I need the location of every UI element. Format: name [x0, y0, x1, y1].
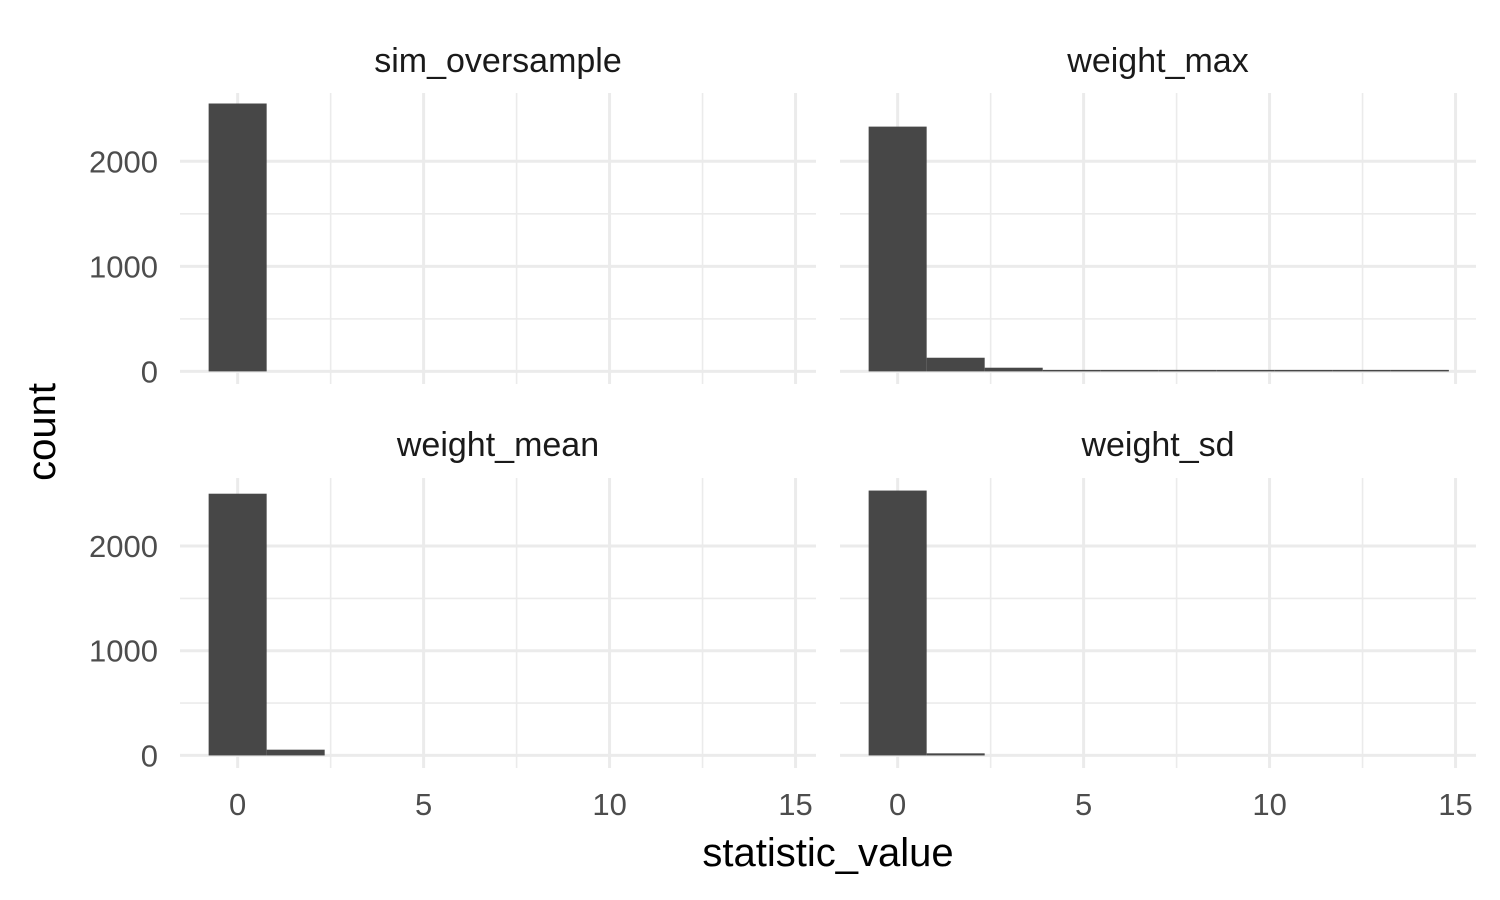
histogram-bar — [1274, 369, 1333, 372]
histogram-bar — [208, 493, 267, 756]
x-tick-label: 5 — [1075, 787, 1092, 822]
x-tick-label: 15 — [778, 787, 812, 822]
histogram-bar — [1042, 369, 1101, 372]
y-tick-label: 2000 — [89, 529, 158, 564]
facet-panel-weight_sd: weight_sd 0 5 10 15 — [840, 426, 1476, 822]
facet-title-weight_max: weight_max — [1066, 42, 1248, 80]
x-tick-label: 0 — [889, 787, 906, 822]
histogram-bar — [984, 367, 1043, 372]
facet-title-sim_oversample: sim_oversample — [374, 42, 622, 80]
histogram-bar — [1158, 369, 1217, 372]
y-tick-label: 0 — [141, 738, 158, 773]
histogram-bar — [1390, 369, 1449, 372]
x-axis-title: statistic_value — [702, 831, 953, 875]
histogram-bar — [1216, 369, 1275, 372]
y-tick-label: 1000 — [89, 634, 158, 669]
histogram-bar — [926, 753, 985, 756]
histogram-bar — [868, 490, 927, 756]
facet-panel-sim_oversample: sim_oversample 0 1000 2000 — [89, 42, 816, 389]
y-axis-title: count — [20, 383, 64, 481]
histogram-bar — [208, 103, 267, 372]
histogram-bar — [266, 749, 325, 756]
y-tick-label: 0 — [141, 354, 158, 389]
x-tick-label: 5 — [415, 787, 432, 822]
x-tick-label: 15 — [1438, 787, 1472, 822]
facet-panel-weight_max: weight_max — [840, 42, 1476, 384]
facet-title-weight_sd: weight_sd — [1080, 426, 1234, 464]
histogram-bar — [926, 357, 985, 372]
facet-panel-weight_mean: weight_mean 0 1000 2000 0 5 10 15 — [89, 426, 816, 822]
x-tick-label: 0 — [229, 787, 246, 822]
histogram-bar — [868, 126, 927, 372]
histogram-bar — [1332, 369, 1391, 372]
y-tick-label: 2000 — [89, 144, 158, 179]
y-tick-label: 1000 — [89, 249, 158, 284]
facet-title-weight_mean: weight_mean — [396, 426, 599, 464]
x-tick-label: 10 — [1252, 787, 1286, 822]
histogram-bar — [1100, 369, 1159, 372]
x-tick-label: 10 — [592, 787, 626, 822]
